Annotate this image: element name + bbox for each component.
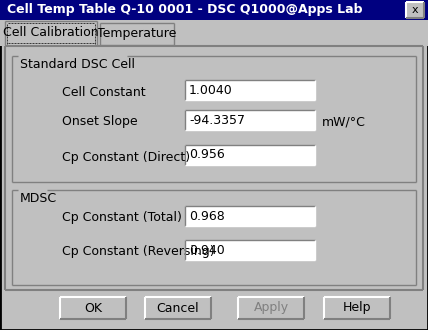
- Text: Help: Help: [343, 302, 371, 314]
- Text: Temperature: Temperature: [97, 27, 177, 41]
- Text: MDSC: MDSC: [20, 191, 57, 205]
- Bar: [5, 46, 423, 290]
- Text: 0.940: 0.940: [189, 244, 225, 256]
- Bar: [185, 80, 315, 100]
- Bar: [324, 297, 390, 319]
- Bar: [100, 23, 174, 45]
- Bar: [12, 56, 416, 182]
- Bar: [185, 240, 315, 260]
- Bar: [0, 0, 428, 20]
- Text: Onset Slope: Onset Slope: [62, 115, 138, 128]
- Bar: [238, 297, 304, 319]
- Bar: [185, 110, 315, 130]
- Bar: [12, 190, 416, 285]
- Text: Standard DSC Cell: Standard DSC Cell: [20, 57, 135, 71]
- Bar: [0, 20, 428, 46]
- Bar: [5, 21, 97, 45]
- Text: Cp Constant (Reversing): Cp Constant (Reversing): [62, 246, 214, 258]
- Text: mW/°C: mW/°C: [322, 115, 366, 128]
- Text: x: x: [412, 5, 418, 15]
- Text: Cell Calibration: Cell Calibration: [3, 26, 99, 40]
- Text: -94.3357: -94.3357: [189, 114, 245, 126]
- Text: 1.0040: 1.0040: [189, 83, 233, 96]
- Text: Cancel: Cancel: [157, 302, 199, 314]
- Text: Cell Temp Table Q-10 0001 - DSC Q1000@Apps Lab: Cell Temp Table Q-10 0001 - DSC Q1000@Ap…: [7, 4, 363, 17]
- Text: Cp Constant (Total): Cp Constant (Total): [62, 212, 182, 224]
- Bar: [185, 145, 315, 165]
- Bar: [406, 2, 424, 18]
- Text: 0.956: 0.956: [189, 148, 225, 161]
- Text: Apply: Apply: [253, 302, 288, 314]
- Bar: [60, 297, 126, 319]
- Bar: [145, 297, 211, 319]
- Bar: [185, 206, 315, 226]
- Text: OK: OK: [84, 302, 102, 314]
- Text: Cp Constant (Direct): Cp Constant (Direct): [62, 150, 190, 163]
- Text: Cell Constant: Cell Constant: [62, 85, 146, 98]
- Text: 0.968: 0.968: [189, 210, 225, 222]
